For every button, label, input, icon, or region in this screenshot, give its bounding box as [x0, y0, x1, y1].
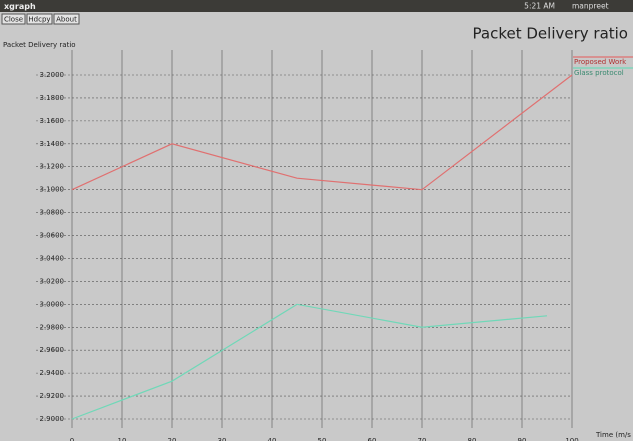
user-name: manpreet: [572, 2, 609, 11]
chart-title: Packet Delivery ratio: [473, 25, 628, 43]
button[interactable]: [1, 13, 26, 25]
window-title: xgraph: [4, 2, 36, 11]
x-tick-label: 60: [368, 437, 377, 441]
series-line: [71, 74, 573, 191]
y-tick-label: 3.1400: [40, 140, 65, 148]
x-tick-label: 70: [418, 437, 427, 441]
button[interactable]: [26, 13, 53, 25]
y-tick-label: 2.9200: [40, 392, 65, 400]
y-tick-label: 3.1200: [40, 163, 65, 171]
y-tick-label: 2.9400: [40, 369, 65, 377]
y-tick-label: 3.0000: [40, 300, 65, 308]
legend-label: Proposed Work: [574, 58, 627, 66]
x-tick-label: 100: [565, 437, 578, 441]
y-tick-label: 2.9600: [40, 346, 65, 354]
x-tick-label: 50: [318, 437, 327, 441]
x-tick-label: 80: [468, 437, 477, 441]
x-tick-label: 30: [218, 437, 227, 441]
series-line: [71, 303, 548, 420]
y-tick-label: 2.9800: [40, 323, 65, 331]
x-tick-label: 10: [118, 437, 127, 441]
button[interactable]: [53, 13, 80, 25]
button-label[interactable]: Close: [4, 16, 23, 24]
y-tick-label: 3.2000: [40, 71, 65, 79]
top-bar: [0, 0, 633, 12]
y-tick-label: 3.0600: [40, 232, 65, 240]
y-axis-label: Packet Delivery ratio: [3, 41, 76, 49]
x-tick-label: 90: [518, 437, 527, 441]
x-tick-label: 0: [70, 437, 74, 441]
button-label[interactable]: About: [56, 16, 77, 24]
y-tick-label: 3.1600: [40, 117, 65, 125]
y-tick-label: 2.9000: [40, 415, 65, 423]
clock: 5:21 AM: [524, 2, 555, 11]
y-tick-label: 3.0200: [40, 277, 65, 285]
y-tick-label: 3.0800: [40, 209, 65, 217]
button-label[interactable]: Hdcpy: [28, 16, 50, 24]
y-tick-label: 3.1800: [40, 94, 65, 102]
x-tick-label: 40: [268, 437, 277, 441]
x-axis-label: Time (m/s: [595, 431, 631, 439]
legend-label: Glass protocol: [574, 69, 624, 77]
x-tick-label: 20: [168, 437, 177, 441]
y-tick-label: 3.1000: [40, 186, 65, 194]
y-tick-label: 3.0400: [40, 254, 65, 262]
